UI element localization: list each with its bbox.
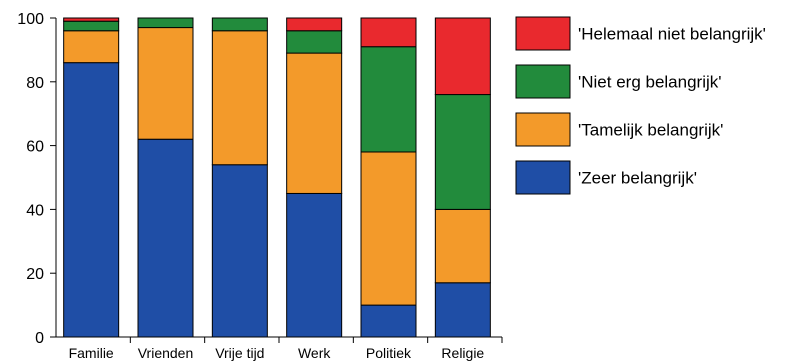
- bar-segment: [211, 164, 268, 338]
- bar-segment: [434, 208, 491, 284]
- bar-segment: [211, 17, 268, 32]
- x-tick-label: Werk: [298, 345, 331, 361]
- x-tick-label: Vrienden: [138, 345, 194, 361]
- x-tick-label: Familie: [69, 345, 114, 361]
- x-tick-label: Religie: [441, 345, 484, 361]
- bar-segment: [211, 30, 268, 166]
- bar-segment: [360, 46, 417, 153]
- chart-axes: 0 20 40 60 80 100: [17, 11, 503, 347]
- bar-segment: [286, 192, 343, 338]
- bar-segment: [286, 52, 343, 194]
- bar-segment: [63, 20, 120, 32]
- bar-segment: [434, 282, 491, 338]
- chart-legend: 'Helemaal niet belangrijk' 'Niet erg bela…: [515, 16, 766, 195]
- legend-swatch: [515, 64, 571, 99]
- y-tick-label: 80: [26, 75, 44, 92]
- legend-swatch: [515, 112, 571, 147]
- legend-label: 'Helemaal niet belangrijk': [578, 25, 766, 44]
- x-tick-label: Vrije tijd: [215, 345, 264, 361]
- bar-segment: [137, 17, 194, 29]
- y-tick-label: 100: [17, 11, 44, 28]
- bar-segment: [63, 17, 120, 22]
- bar-segment: [63, 30, 120, 64]
- legend-label: 'Zeer belangrijk': [578, 169, 697, 188]
- bar-segment: [360, 17, 417, 48]
- legend-label: 'Niet erg belangrijk': [578, 73, 722, 92]
- bar-segment: [360, 151, 417, 306]
- y-tick-label: 40: [26, 202, 44, 219]
- legend-label: 'Tamelijk belangrijk': [578, 121, 723, 140]
- bar-segment: [137, 27, 194, 140]
- x-tick-label: Politiek: [366, 345, 412, 361]
- bar-segment: [434, 17, 491, 96]
- chart-bars: [63, 17, 491, 338]
- bar-segment: [63, 62, 120, 338]
- bar-segment: [137, 138, 194, 338]
- bar-segment: [434, 94, 491, 210]
- legend-swatch: [515, 16, 571, 51]
- y-tick-label: 60: [26, 139, 44, 156]
- bar-segment: [286, 17, 343, 32]
- legend-swatch: [515, 160, 571, 195]
- y-tick-label: 20: [26, 266, 44, 283]
- x-axis-labels: Familie Vrienden Vrije tijd Werk Politiek Rel…: [69, 345, 485, 361]
- y-tick-label: 0: [35, 330, 44, 347]
- bar-segment: [360, 304, 417, 338]
- bar-segment: [286, 30, 343, 54]
